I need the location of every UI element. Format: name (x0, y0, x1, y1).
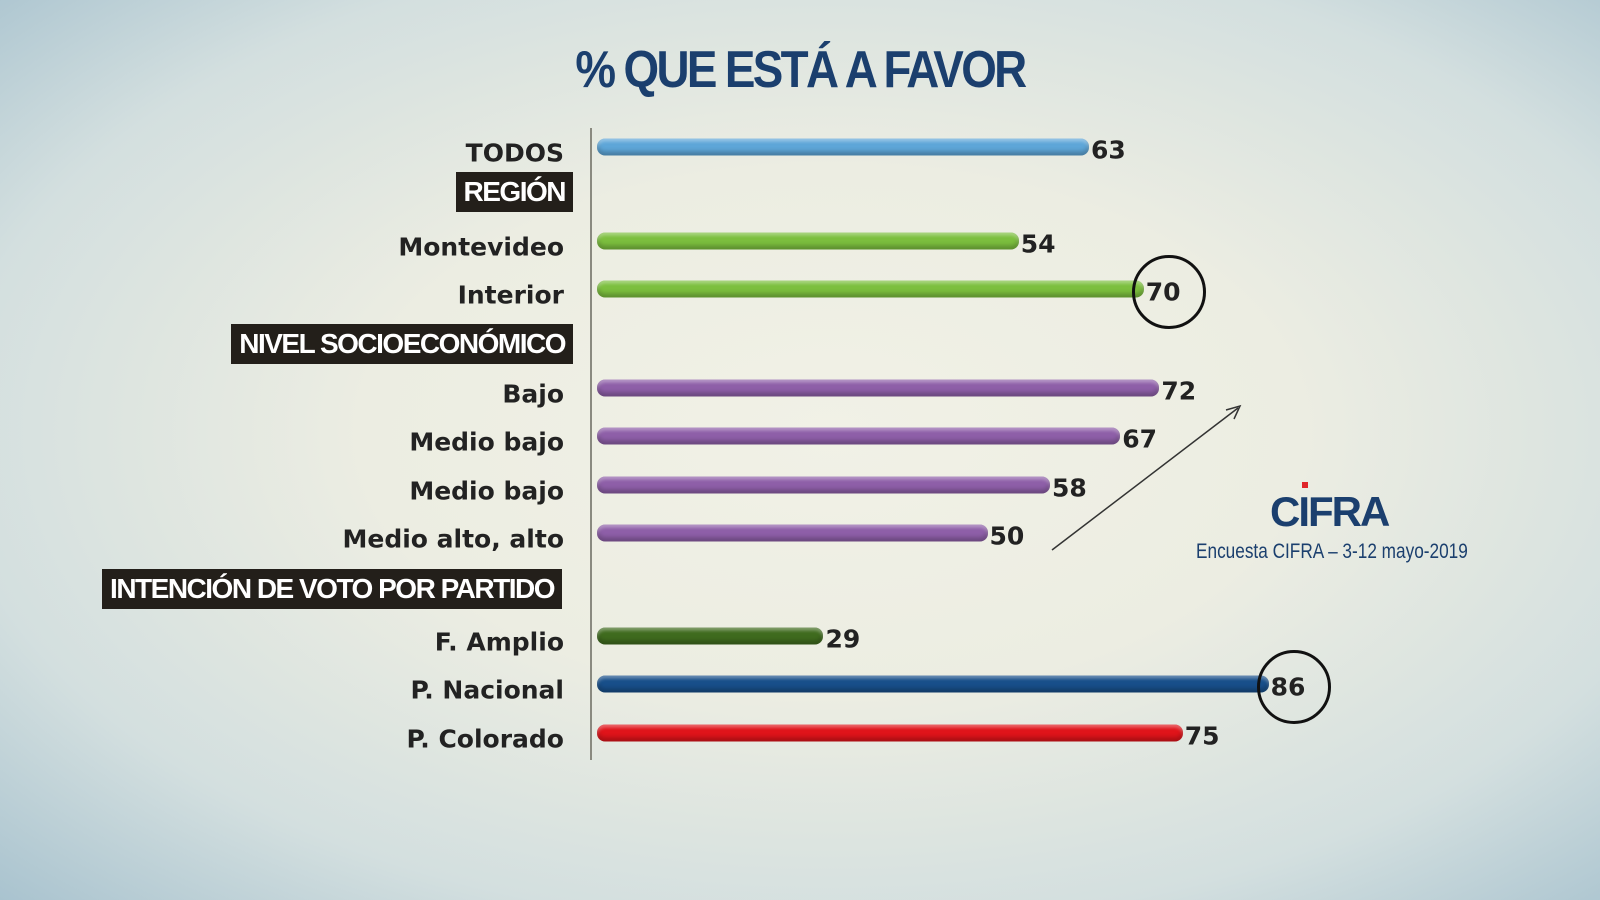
section-header: NIVEL SOCIOECONÓMICO (231, 324, 573, 364)
data-label: 58 (1051, 473, 1087, 503)
data-label: 50 (989, 521, 1025, 551)
data-label: 72 (1161, 376, 1197, 406)
category-label: P. Colorado (406, 724, 564, 754)
bar (597, 138, 1090, 156)
section-header: INTENCIÓN DE VOTO POR PARTIDO (102, 569, 562, 609)
bar (597, 476, 1050, 494)
source-note: Encuesta CIFRA – 3-12 mayo-2019 (1196, 540, 1468, 563)
data-label: 54 (1020, 229, 1056, 259)
bar (597, 675, 1269, 693)
highlight-circle (1256, 650, 1331, 724)
bar (597, 280, 1144, 298)
section-header: REGIÓN (455, 172, 573, 212)
bar (597, 627, 824, 645)
bar (597, 427, 1121, 445)
category-label: Bajo (502, 379, 564, 409)
data-label: 63 (1091, 135, 1126, 165)
highlight-circle (1131, 255, 1206, 329)
category-label: Montevideo (398, 232, 564, 262)
category-label: Interior (457, 280, 564, 310)
data-label: 29 (825, 624, 861, 654)
category-label: Medio bajo (409, 476, 564, 506)
category-label: Medio alto, alto (342, 524, 564, 554)
category-label: TODOS (465, 138, 564, 168)
cifra-logo: CIFRA (1270, 482, 1390, 536)
category-label: Medio bajo (409, 427, 564, 457)
bar (597, 232, 1019, 250)
data-label: 67 (1122, 424, 1158, 454)
bar (597, 724, 1183, 742)
data-label: 75 (1184, 721, 1220, 751)
category-label: F. Amplio (434, 627, 564, 657)
y-axis-line (590, 128, 592, 760)
category-label: P. Nacional (410, 675, 564, 705)
bar (597, 379, 1160, 397)
bar (597, 524, 988, 542)
chart-title: % QUE ESTÁ A FAVOR (575, 41, 1027, 99)
